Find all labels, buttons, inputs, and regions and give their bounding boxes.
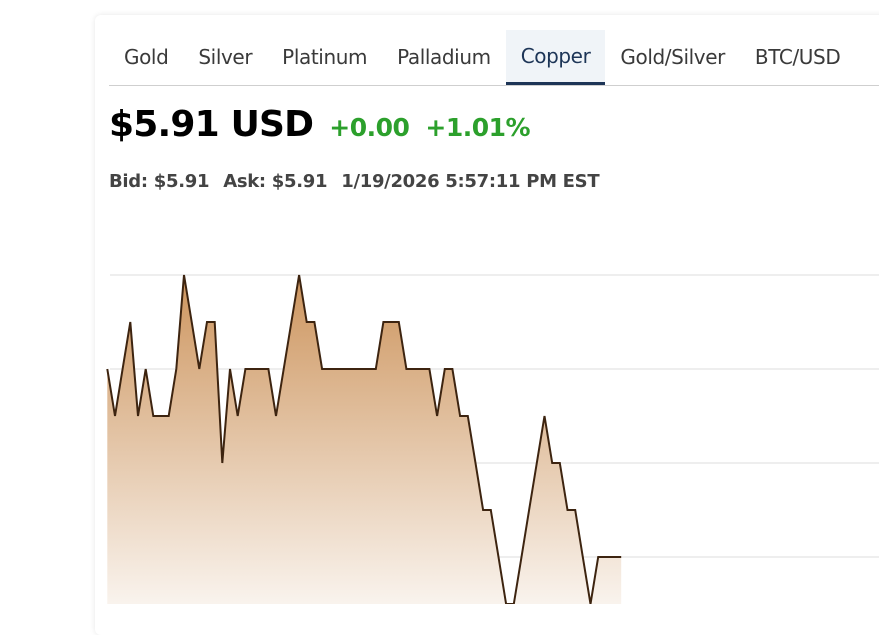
tab-btc-usd[interactable]: BTC/USD <box>754 45 841 69</box>
current-price: $5.91 USD <box>109 104 314 145</box>
price-change: +0.00 <box>329 113 410 142</box>
bid-price: Bid: $5.91 <box>109 171 210 192</box>
tab-gold[interactable]: Gold <box>124 45 169 69</box>
price-change-percent: +1.01% <box>425 113 531 142</box>
price-row: $5.91 USD +0.00 +1.01% <box>109 104 531 145</box>
tab-palladium[interactable]: Palladium <box>397 45 491 69</box>
price-area-fill <box>107 275 622 604</box>
ask-price: Ask: $5.91 <box>223 171 328 192</box>
tab-gold-silver[interactable]: Gold/Silver <box>620 45 725 69</box>
tab-copper[interactable]: Copper <box>505 30 606 85</box>
price-chart <box>106 274 879 604</box>
tab-silver[interactable]: Silver <box>198 45 253 69</box>
quote-meta: Bid: $5.91 Ask: $5.91 1/19/2026 5:57:11 PM… <box>109 171 613 192</box>
price-line <box>106 274 622 604</box>
tab-platinum[interactable]: Platinum <box>282 45 368 69</box>
quote-timestamp: 1/19/2026 5:57:11 PM EST <box>341 171 600 192</box>
metal-tabs: Gold Silver Platinum Palladium Copper Go… <box>109 30 879 86</box>
